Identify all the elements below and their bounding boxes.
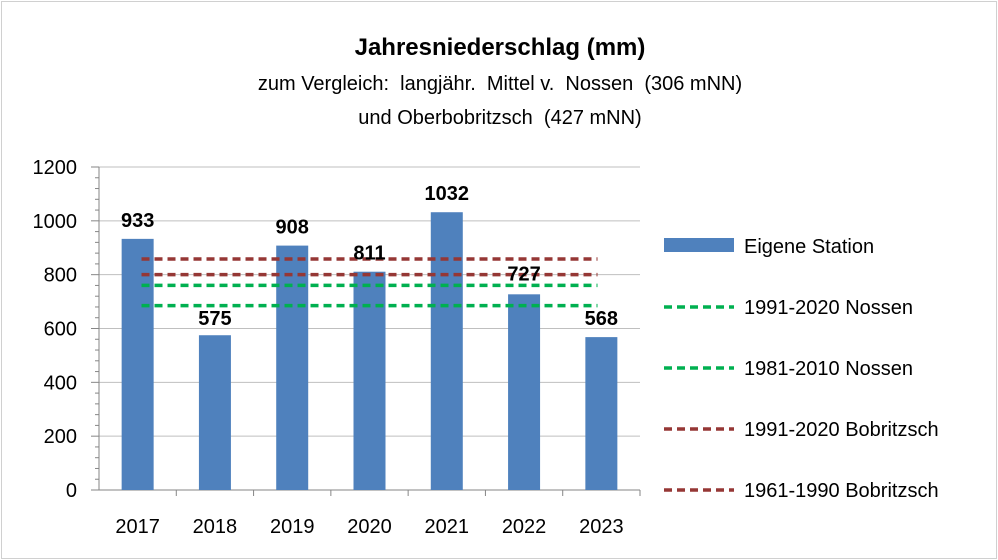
- data-labels: 933 575 908 811 1032 727 568: [121, 183, 618, 330]
- data-label: 1032: [425, 183, 470, 205]
- y-tick-label: 1200: [33, 157, 78, 179]
- data-label: 811: [353, 243, 385, 265]
- legend-swatch: [664, 238, 734, 252]
- axes: 0 200 400 600 800 1000 1200 2017 2018 2019 2020 202…: [33, 157, 641, 538]
- legend: Eigene Station 1991-2020 Nossen 1981-2010 …: [664, 236, 939, 502]
- x-tick-label: 2022: [502, 516, 547, 538]
- y-tick-label: 1000: [33, 211, 78, 233]
- bar: [353, 271, 386, 490]
- legend-entry: Eigene Station: [744, 236, 874, 258]
- x-tick-label: 2020: [347, 516, 392, 538]
- x-tick-label: 2021: [425, 516, 470, 538]
- y-tick-label: 200: [44, 426, 77, 448]
- y-tick-label: 800: [44, 265, 77, 287]
- data-label: 568: [585, 308, 618, 330]
- bar: [585, 337, 618, 490]
- reference-lines: [141, 257, 598, 308]
- bar: [430, 212, 463, 490]
- legend-entry: 1981-2010 Nossen: [744, 358, 913, 380]
- data-label: 575: [198, 308, 231, 330]
- data-label: 727: [507, 263, 540, 285]
- bars: [121, 212, 618, 490]
- bar: [198, 335, 231, 490]
- bar: [276, 245, 309, 490]
- chart-subtitle-line-2: und Oberbobritzsch (427 mNN): [358, 107, 641, 129]
- y-tick-label: 0: [66, 480, 77, 502]
- bar: [121, 238, 154, 490]
- x-tick-label: 2019: [270, 516, 315, 538]
- chart-title: Jahresniederschlag (mm): [355, 34, 646, 61]
- data-label: 908: [276, 217, 309, 239]
- bar: [508, 294, 541, 490]
- x-tick-label: 2018: [193, 516, 238, 538]
- y-tick-label: 400: [44, 372, 77, 394]
- chart-subtitle-line-1: zum Vergleich: langjähr. Mittel v. Nosse…: [258, 73, 742, 95]
- y-tick-label: 600: [44, 319, 77, 341]
- legend-entry: 1961-1990 Bobritzsch: [744, 480, 939, 502]
- data-label: 933: [121, 210, 154, 232]
- x-tick-label: 2023: [579, 516, 624, 538]
- legend-entry: 1991-2020 Bobritzsch: [744, 419, 939, 441]
- x-tick-label: 2017: [115, 516, 160, 538]
- legend-entry: 1991-2020 Nossen: [744, 297, 913, 319]
